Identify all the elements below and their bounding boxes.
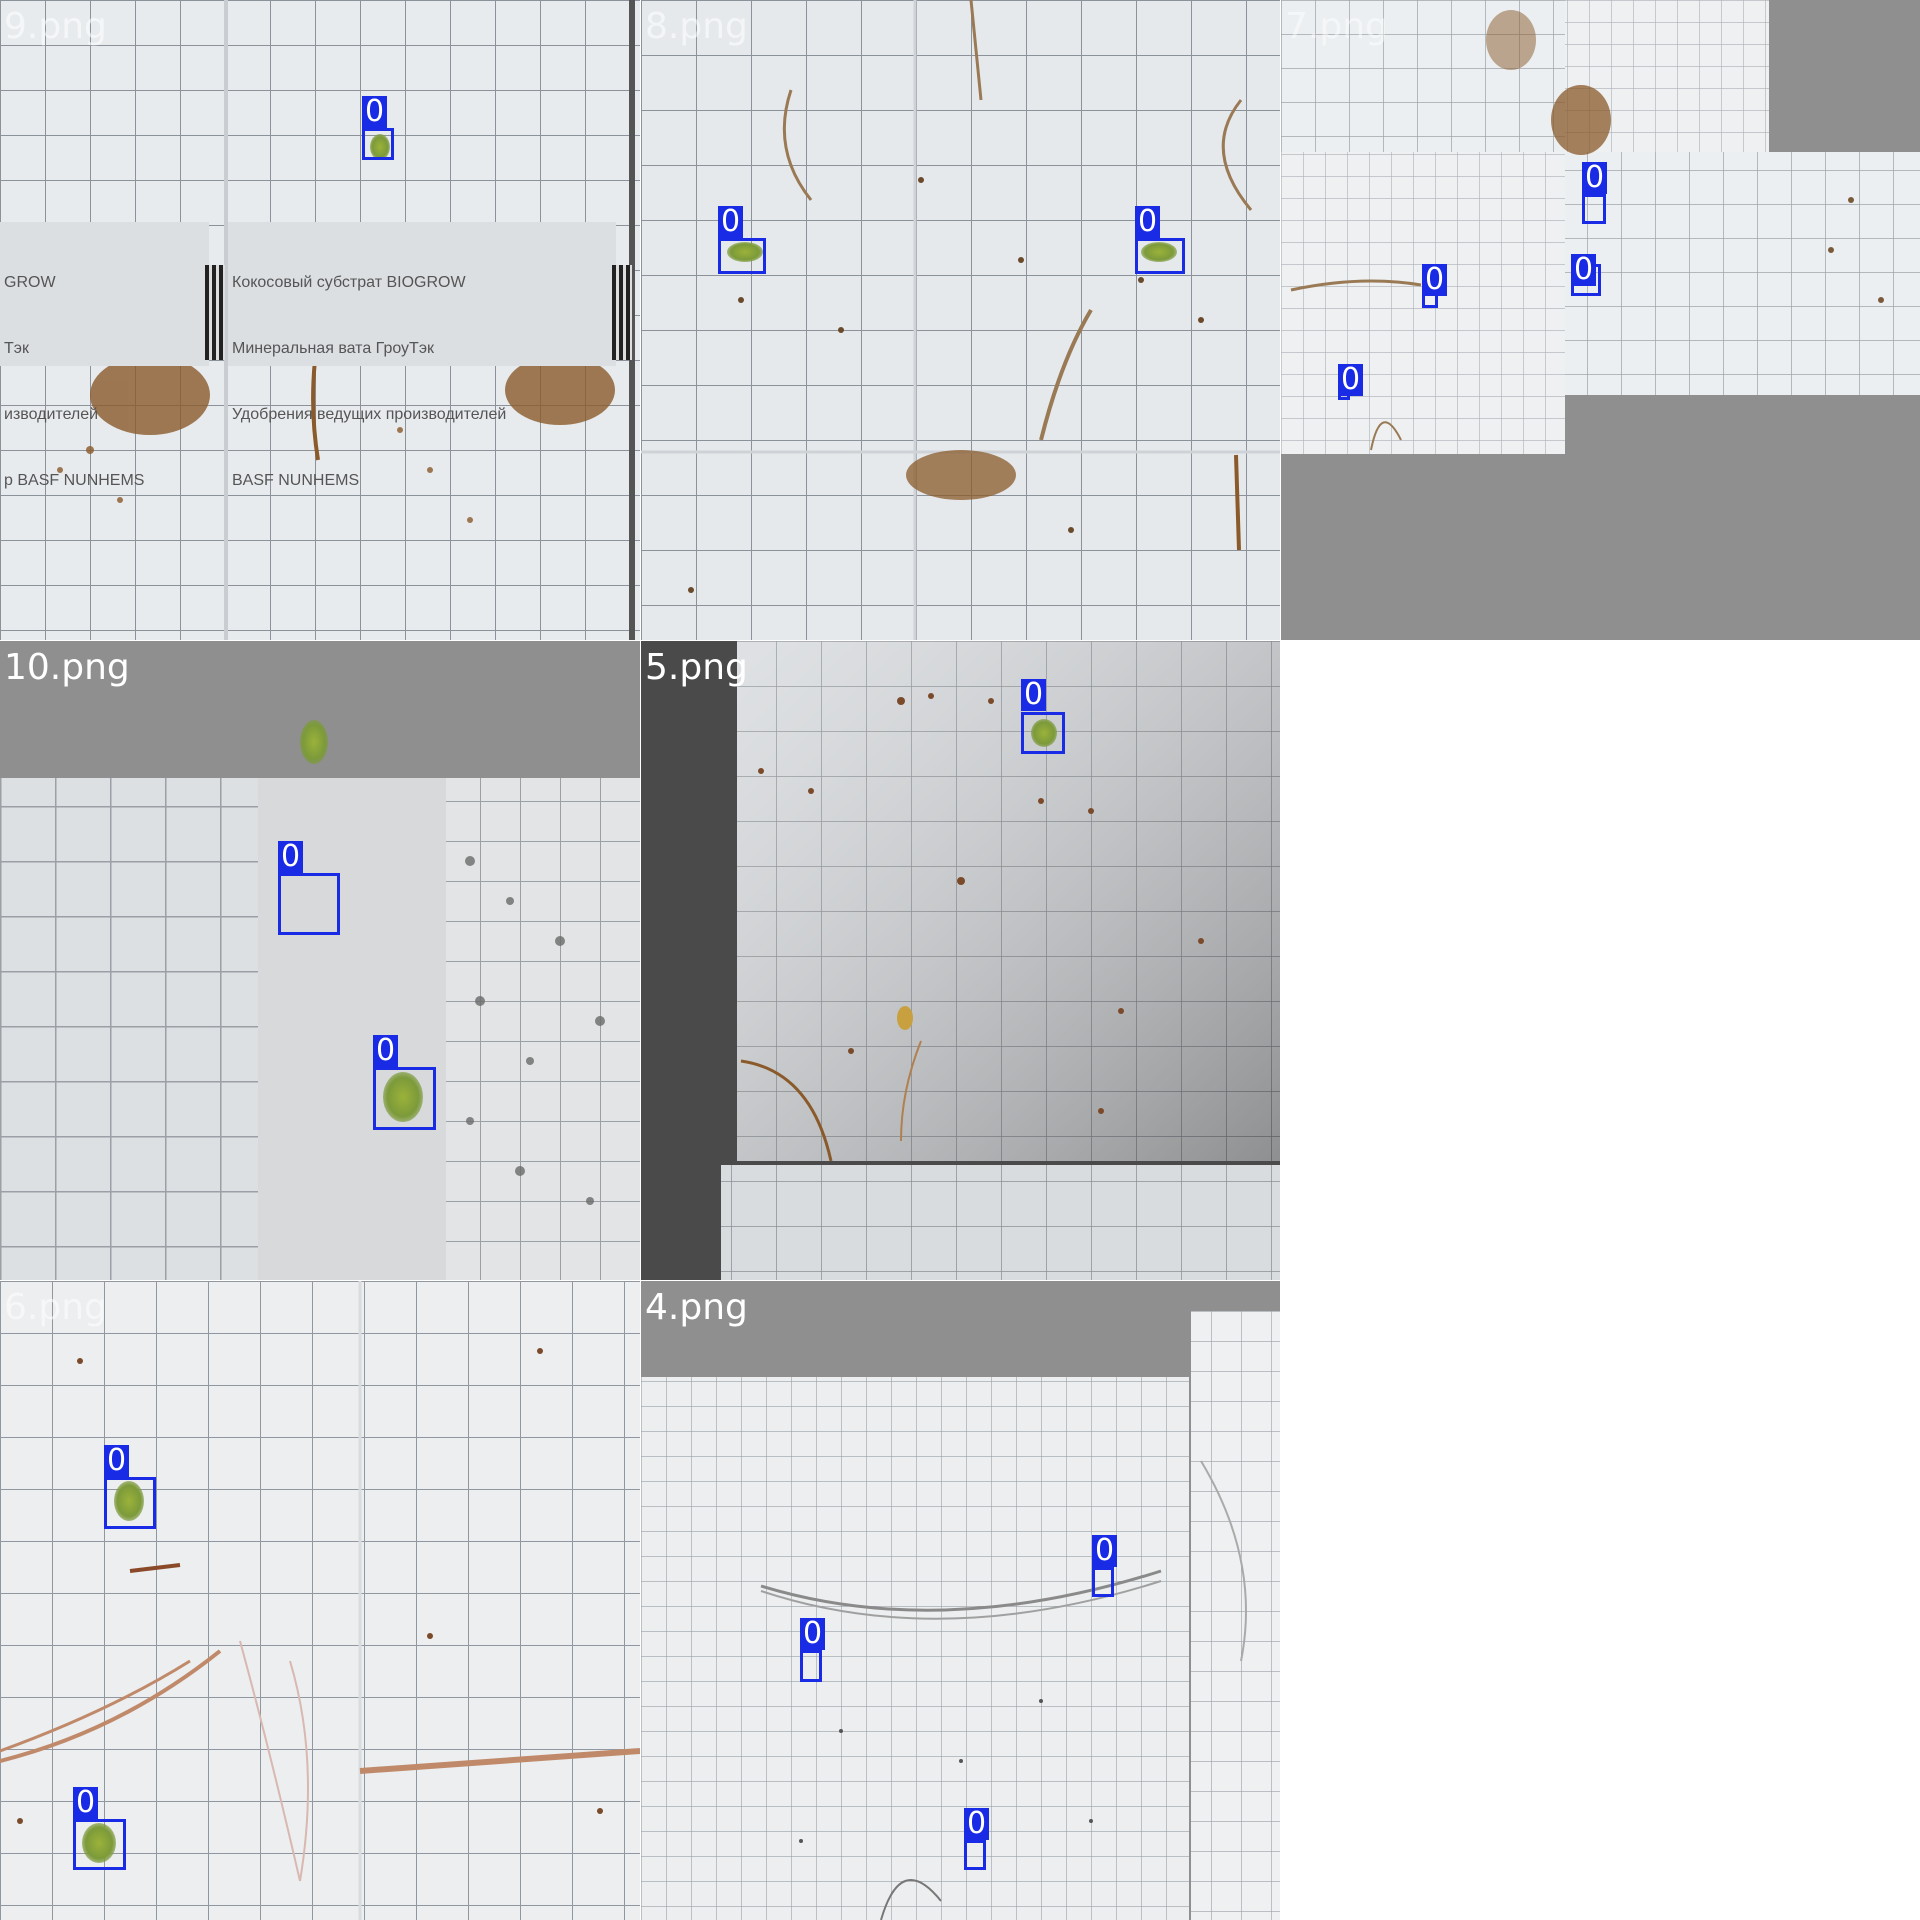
insect — [1141, 242, 1177, 262]
tile-7: 7.png 0 0 0 0 — [1281, 0, 1920, 640]
detection-box — [718, 238, 766, 274]
detection-label: 0 — [718, 206, 744, 238]
detection-box — [800, 1650, 822, 1682]
tile-label: 4.png — [645, 1287, 748, 1328]
tile-10: 10.png 0 0 — [0, 641, 640, 1280]
insect — [383, 1072, 423, 1122]
detection-label: 0 — [1021, 679, 1047, 711]
grid-paper-8 — [641, 0, 1280, 640]
detection-label: 0 — [1582, 162, 1608, 194]
qr-code — [205, 265, 225, 360]
product-label-crop-line: изводителей — [4, 406, 99, 423]
tile-label: 8.png — [645, 6, 748, 47]
detection-box — [1021, 712, 1065, 754]
detection-label: 0 — [1338, 364, 1364, 396]
detection-label: 0 — [373, 1035, 399, 1067]
detection-box — [964, 1840, 986, 1870]
detection-label: 0 — [362, 96, 388, 128]
product-label-crop-line: р BASF NUNHEMS — [4, 472, 145, 489]
tile-4: 4.png 0 0 0 — [641, 1281, 1280, 1920]
grid-paper-10 — [0, 778, 640, 1280]
tile-8: 8.png 0 0 — [641, 0, 1280, 640]
insect — [727, 242, 763, 262]
grid-paper-6 — [0, 1281, 640, 1920]
product-label-line: BASF NUNHEMS — [232, 472, 360, 489]
grid-paper-4 — [641, 1311, 1280, 1920]
detection-label: 0 — [278, 841, 304, 873]
detection-label: 0 — [73, 1787, 99, 1819]
grid-paper-5 — [721, 641, 1280, 1280]
detection-box — [278, 873, 340, 935]
detection-label: 0 — [1571, 254, 1597, 286]
tile-label: 5.png — [645, 647, 748, 688]
product-label-crop: GROW Тэк изводителей р BASF NUNHEMS — [0, 222, 209, 489]
insect — [82, 1823, 116, 1863]
detection-label: 0 — [800, 1618, 826, 1650]
detection-box — [373, 1067, 436, 1130]
detection-label: 0 — [104, 1445, 130, 1477]
insect — [300, 720, 328, 764]
detection-label: 0 — [964, 1808, 990, 1840]
product-label-crop-line: Тэк — [4, 340, 29, 357]
grid-paper-7 — [1281, 0, 1920, 454]
insect — [114, 1481, 144, 1521]
detection-label: 0 — [1092, 1535, 1118, 1567]
detection-box — [1092, 1567, 1114, 1597]
tile-label: 10.png — [4, 647, 130, 688]
product-label: Кокосовый субстрат BIOGROW Минеральная в… — [228, 222, 616, 489]
tile-6: 6.png 0 0 — [0, 1281, 640, 1920]
detection-box — [73, 1819, 126, 1870]
tile-label: 9.png — [4, 6, 107, 47]
qr-code — [612, 265, 632, 360]
product-label-line: Удобрения ведущих производителей — [232, 406, 507, 423]
detection-label: 0 — [1422, 264, 1448, 296]
tile-label: 6.png — [4, 1287, 107, 1328]
product-label-line: Кокосовый субстрат BIOGROW — [232, 274, 466, 291]
product-label-line: Минеральная вата ГроуТэк — [232, 340, 434, 357]
tile-5: 5.png 0 — [641, 641, 1280, 1280]
tile-label: 7.png — [1285, 6, 1388, 47]
detection-box — [1582, 194, 1606, 224]
insect — [370, 134, 390, 160]
product-label-crop-line: GROW — [4, 274, 56, 291]
detection-box — [1135, 238, 1185, 274]
tile-9: GROW Тэк изводителей р BASF NUNHEMS Коко… — [0, 0, 640, 640]
detection-box — [104, 1477, 156, 1529]
detection-label: 0 — [1135, 206, 1161, 238]
insect — [1031, 719, 1057, 747]
detection-box — [362, 128, 394, 160]
